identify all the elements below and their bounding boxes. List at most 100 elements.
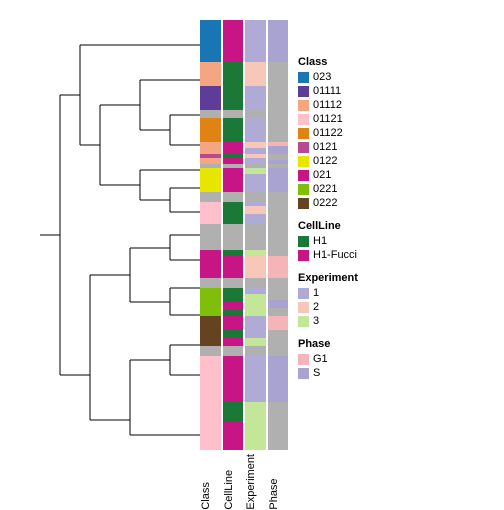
heatmap-cell [268,300,289,308]
heatmap-cell [268,62,289,86]
legend-swatch [298,72,309,83]
heatmap-cell [223,224,244,250]
heatmap-cell [268,174,289,192]
heatmap-cell [245,224,266,250]
legend-item: 0122 [298,154,358,168]
heatmap-cell [223,330,244,338]
heatmap-cell [245,402,266,450]
legends: Class02301111011120112101122012101220210… [298,56,358,390]
legend-item: 3 [298,314,358,328]
heatmap-cell [245,62,266,86]
legend-title: Phase [298,338,358,350]
heatmap-cell [245,192,266,202]
legend-item: 0221 [298,182,358,196]
heatmap-cell [200,288,221,316]
heatmap-cell [200,174,221,192]
legend-swatch [298,236,309,247]
heatmap-cell [200,316,221,346]
heatmap-cell [200,86,221,110]
heatmap-cell [223,278,244,288]
legend-item: 01112 [298,98,358,112]
heatmap-cell [200,110,221,118]
legend-label: 2 [313,301,319,313]
legend-swatch [298,316,309,327]
legend-title: CellLine [298,220,358,232]
legend-title: Experiment [298,272,358,284]
heatmap-cell [200,356,221,402]
legend-item: 1 [298,286,358,300]
heatmap-cell [223,256,244,278]
heatmap-cell [268,192,289,202]
legend-label: 01111 [313,85,341,97]
legend-label: H1-Fucci [313,249,357,261]
heatmap-cell [245,86,266,110]
legend-swatch [298,302,309,313]
xlabel: Experiment [245,454,266,510]
legend-item: 023 [298,70,358,84]
xlabel: CellLine [223,454,244,510]
heatmap-cell [223,142,244,154]
legend-label: 01112 [313,99,342,111]
legend-label: 1 [313,287,319,299]
legend-swatch [298,142,309,153]
legend-swatch [298,250,309,261]
heatmap-cell [245,256,266,278]
heatmap-cell [223,62,244,86]
heatmap-cell [200,256,221,278]
legend-label: 01121 [313,113,343,125]
legend-item: 0121 [298,140,358,154]
legend-label: S [313,367,320,379]
heatmap-cell [245,316,266,338]
heatmap-cell [200,278,221,288]
legend-swatch [298,288,309,299]
xlabel: Phase [268,454,289,510]
legend-title: Class [298,56,358,68]
heatmap-cell [268,346,289,356]
heatmap-cell [200,202,221,224]
legend-label: 0122 [313,155,337,167]
heatmap-cell [200,224,221,250]
heatmap-cell [223,422,244,450]
heatmap-cell [245,278,266,288]
heatmap-cell [245,118,266,142]
legend-item: 01111 [298,84,358,98]
heatmap-cell [268,202,289,224]
legend-item: S [298,366,358,380]
legend-item: 2 [298,300,358,314]
legend-swatch [298,156,309,167]
legend-label: H1 [313,235,327,247]
heatmap-cell [245,206,266,214]
legend-label: 01122 [313,127,343,139]
legend-swatch [298,86,309,97]
legend-swatch [298,368,309,379]
heatmap-cell [245,20,266,62]
legend-swatch [298,354,309,365]
heatmap-cell [200,20,221,62]
legend-swatch [298,114,309,125]
legend-phase: Phase G1S [298,338,358,380]
heatmap-cell [245,214,266,224]
heatmap-cell [200,62,221,86]
heatmap-cell [268,86,289,110]
heatmap-cell [268,256,289,278]
heatmap-cell [223,174,244,192]
heatmap-cell [223,346,244,356]
legend-label: 0222 [313,197,337,209]
heatmap-cell [200,142,221,154]
heatmap-cell [245,346,266,356]
x-axis-labels: ClassCellLineExperimentPhase [200,454,290,510]
heatmap-cell [223,118,244,142]
heatmap-cell [223,302,244,310]
legend-label: 021 [313,169,331,181]
legend-item: H1-Fucci [298,248,358,262]
legend-item: G1 [298,352,358,366]
heatmap-cell [223,86,244,110]
heatmap-cell [223,316,244,330]
legend-item: 01122 [298,126,358,140]
legend-swatch [298,184,309,195]
heatmap-cell [268,308,289,316]
heatmap-cell [245,338,266,346]
heatmap-cell [223,402,244,422]
heatmap-cell [268,224,289,250]
heatmap-cell [223,338,244,346]
